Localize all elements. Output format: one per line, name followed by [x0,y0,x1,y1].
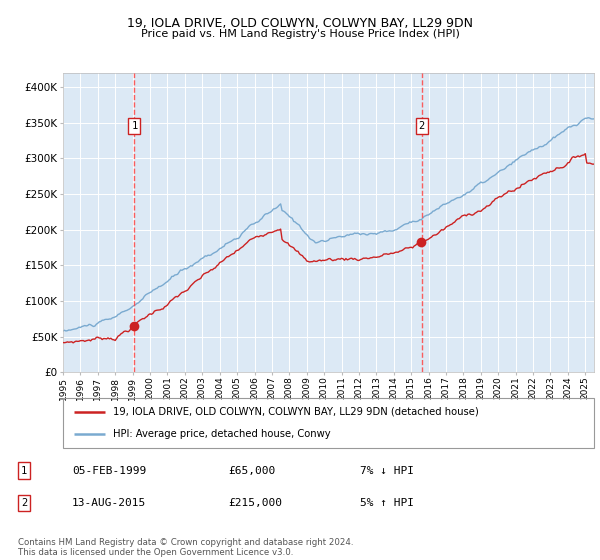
Text: 1: 1 [131,122,137,131]
Text: 2: 2 [419,122,425,131]
Text: HPI: Average price, detached house, Conwy: HPI: Average price, detached house, Conw… [113,429,331,439]
Text: 7% ↓ HPI: 7% ↓ HPI [360,465,414,475]
Text: £215,000: £215,000 [228,498,282,508]
Text: Contains HM Land Registry data © Crown copyright and database right 2024.
This d: Contains HM Land Registry data © Crown c… [18,538,353,557]
Text: 05-FEB-1999: 05-FEB-1999 [72,465,146,475]
Text: 2: 2 [21,498,27,508]
Text: 5% ↑ HPI: 5% ↑ HPI [360,498,414,508]
Text: £65,000: £65,000 [228,465,275,475]
Text: 19, IOLA DRIVE, OLD COLWYN, COLWYN BAY, LL29 9DN: 19, IOLA DRIVE, OLD COLWYN, COLWYN BAY, … [127,17,473,30]
Text: Price paid vs. HM Land Registry's House Price Index (HPI): Price paid vs. HM Land Registry's House … [140,29,460,39]
Text: 13-AUG-2015: 13-AUG-2015 [72,498,146,508]
Text: 1: 1 [21,465,27,475]
Text: 19, IOLA DRIVE, OLD COLWYN, COLWYN BAY, LL29 9DN (detached house): 19, IOLA DRIVE, OLD COLWYN, COLWYN BAY, … [113,407,479,417]
